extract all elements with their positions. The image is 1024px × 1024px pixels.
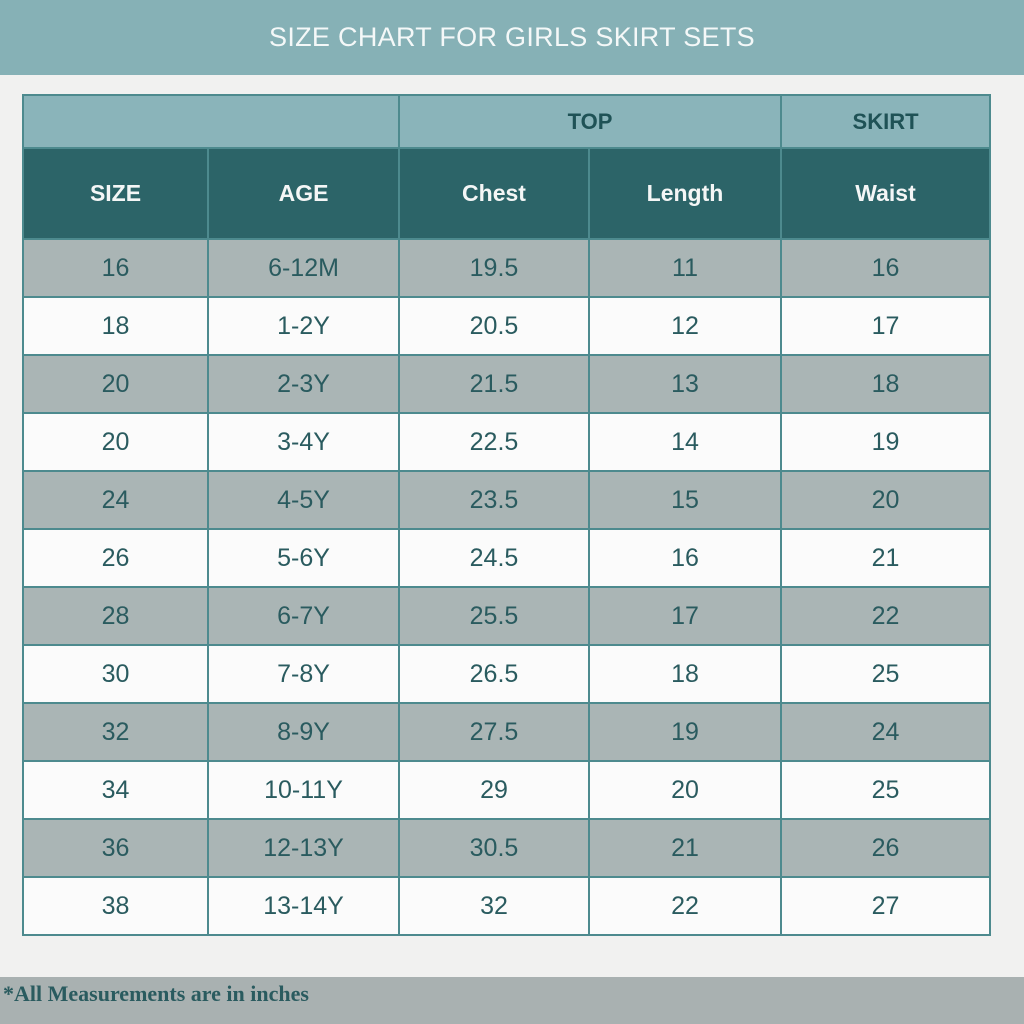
group-header-skirt: SKIRT	[780, 94, 992, 149]
cell-waist: 24	[780, 702, 992, 762]
cell-size: 16	[22, 238, 209, 298]
cell-waist: 20	[780, 470, 992, 530]
size-chart-table: TOP SKIRT SIZE AGE Chest Length Waist 16…	[22, 94, 992, 936]
group-header-top: TOP	[397, 94, 783, 149]
cell-age: 12-13Y	[207, 818, 400, 878]
title-band: SIZE CHART FOR GIRLS SKIRT SETS	[0, 0, 1024, 75]
cell-age: 13-14Y	[207, 876, 400, 936]
table-row: 20 3-4Y 22.5 14 19	[22, 412, 992, 472]
column-header-waist: Waist	[780, 147, 992, 240]
cell-age: 3-4Y	[207, 412, 400, 472]
cell-size: 18	[22, 296, 209, 356]
column-header-length: Length	[587, 147, 783, 240]
cell-length: 22	[587, 876, 783, 936]
footnote: *All Measurements are in inches	[3, 981, 309, 1006]
cell-size: 20	[22, 412, 209, 472]
footer-band: *All Measurements are in inches	[0, 977, 1024, 1024]
cell-waist: 16	[780, 238, 992, 298]
table-row: 30 7-8Y 26.5 18 25	[22, 644, 992, 704]
cell-age: 6-12M	[207, 238, 400, 298]
cell-length: 12	[587, 296, 783, 356]
table-row: 26 5-6Y 24.5 16 21	[22, 528, 992, 588]
cell-chest: 20.5	[398, 296, 590, 356]
table-row: 20 2-3Y 21.5 13 18	[22, 354, 992, 414]
column-header-size: SIZE	[22, 147, 209, 240]
cell-age: 2-3Y	[207, 354, 400, 414]
cell-waist: 18	[780, 354, 992, 414]
table-row: 18 1-2Y 20.5 12 17	[22, 296, 992, 356]
table-row: 38 13-14Y 32 22 27	[22, 876, 992, 936]
cell-age: 4-5Y	[207, 470, 400, 530]
cell-size: 20	[22, 354, 209, 414]
cell-size: 36	[22, 818, 209, 878]
cell-length: 11	[587, 238, 783, 298]
cell-chest: 29	[398, 760, 590, 820]
table-row: 28 6-7Y 25.5 17 22	[22, 586, 992, 646]
table-body: 16 6-12M 19.5 11 16 18 1-2Y 20.5 12 17 20 2-3Y 21.5 1…	[22, 238, 992, 936]
cell-waist: 19	[780, 412, 992, 472]
column-header-age: AGE	[207, 147, 400, 240]
cell-size: 30	[22, 644, 209, 704]
cell-chest: 22.5	[398, 412, 590, 472]
cell-waist: 25	[780, 760, 992, 820]
cell-chest: 19.5	[398, 238, 590, 298]
cell-size: 28	[22, 586, 209, 646]
cell-chest: 27.5	[398, 702, 590, 762]
cell-chest: 25.5	[398, 586, 590, 646]
cell-chest: 30.5	[398, 818, 590, 878]
cell-size: 38	[22, 876, 209, 936]
cell-age: 10-11Y	[207, 760, 400, 820]
cell-waist: 27	[780, 876, 992, 936]
cell-chest: 23.5	[398, 470, 590, 530]
table-row: 36 12-13Y 30.5 21 26	[22, 818, 992, 878]
table-row: 32 8-9Y 27.5 19 24	[22, 702, 992, 762]
group-header-row: TOP SKIRT	[22, 94, 992, 149]
table-row: 24 4-5Y 23.5 15 20	[22, 470, 992, 530]
cell-length: 18	[587, 644, 783, 704]
cell-waist: 22	[780, 586, 992, 646]
page-title: SIZE CHART FOR GIRLS SKIRT SETS	[269, 22, 755, 52]
cell-chest: 21.5	[398, 354, 590, 414]
cell-chest: 32	[398, 876, 590, 936]
cell-length: 15	[587, 470, 783, 530]
cell-waist: 21	[780, 528, 992, 588]
group-header-blank	[22, 94, 400, 149]
cell-age: 5-6Y	[207, 528, 400, 588]
column-header-row: SIZE AGE Chest Length Waist	[22, 147, 992, 240]
cell-age: 6-7Y	[207, 586, 400, 646]
table-row: 16 6-12M 19.5 11 16	[22, 238, 992, 298]
cell-length: 17	[587, 586, 783, 646]
cell-age: 1-2Y	[207, 296, 400, 356]
column-header-chest: Chest	[398, 147, 590, 240]
cell-length: 19	[587, 702, 783, 762]
cell-length: 20	[587, 760, 783, 820]
table-row: 34 10-11Y 29 20 25	[22, 760, 992, 820]
cell-waist: 26	[780, 818, 992, 878]
cell-length: 21	[587, 818, 783, 878]
cell-length: 16	[587, 528, 783, 588]
cell-size: 34	[22, 760, 209, 820]
cell-chest: 26.5	[398, 644, 590, 704]
cell-size: 32	[22, 702, 209, 762]
cell-size: 24	[22, 470, 209, 530]
cell-length: 14	[587, 412, 783, 472]
cell-waist: 25	[780, 644, 992, 704]
cell-length: 13	[587, 354, 783, 414]
cell-age: 7-8Y	[207, 644, 400, 704]
cell-size: 26	[22, 528, 209, 588]
cell-age: 8-9Y	[207, 702, 400, 762]
cell-chest: 24.5	[398, 528, 590, 588]
cell-waist: 17	[780, 296, 992, 356]
